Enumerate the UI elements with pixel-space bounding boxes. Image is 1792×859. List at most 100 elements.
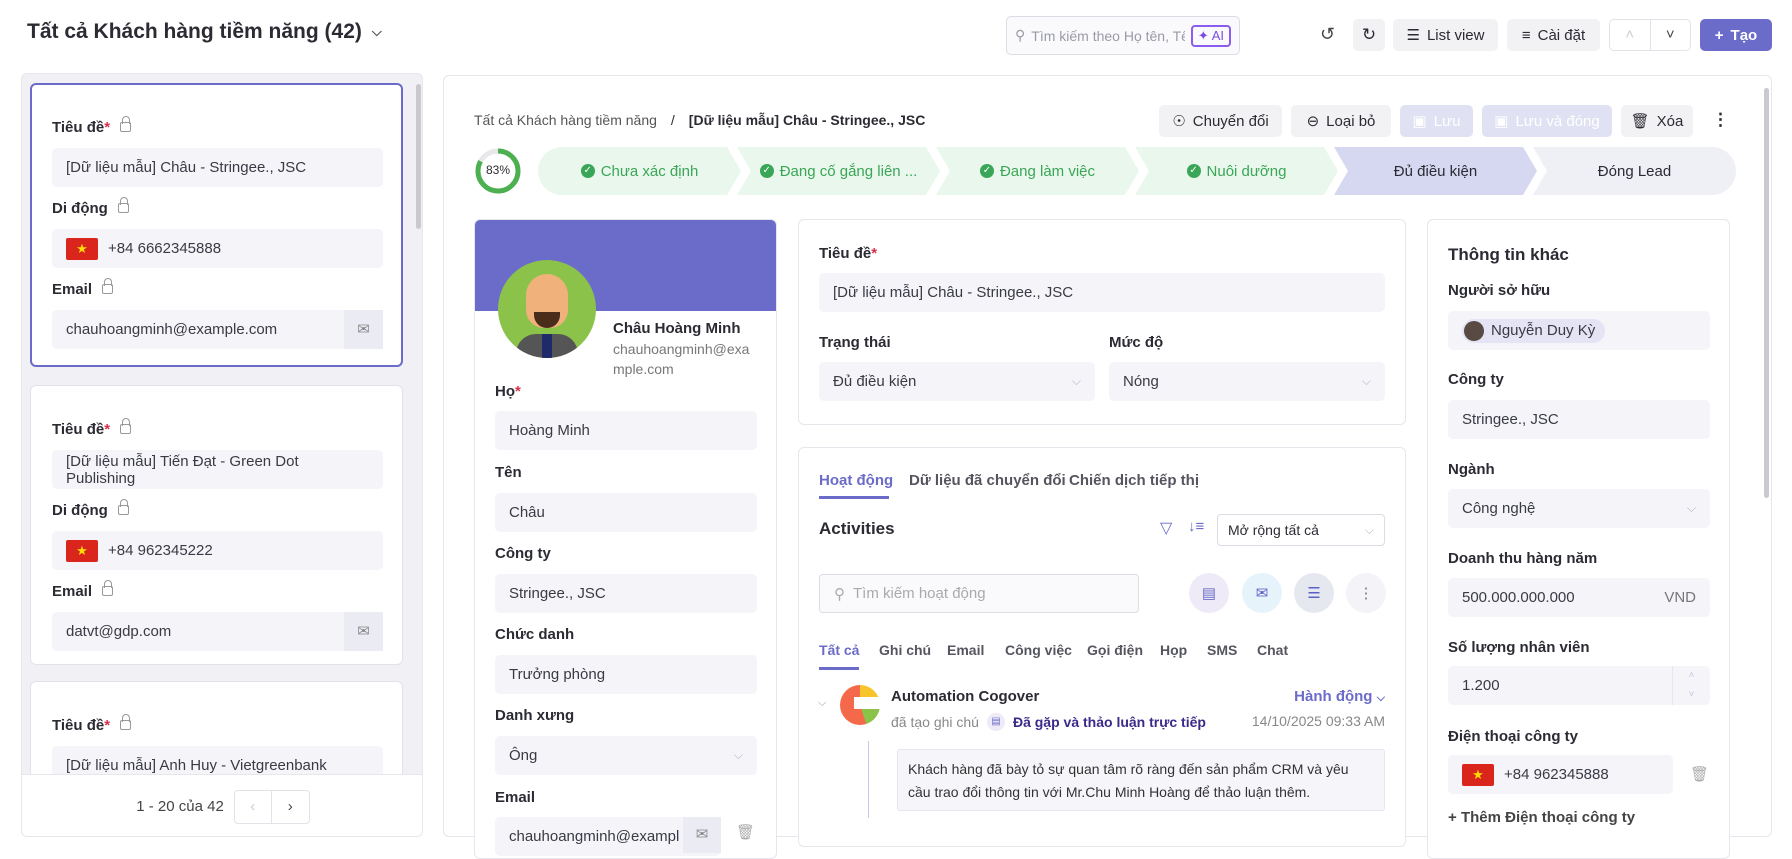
target-icon: ☉ bbox=[1172, 113, 1186, 130]
stage-label: Nuôi dưỡng bbox=[1206, 162, 1287, 180]
employees-stepper[interactable]: 1.200 ˄ ˅ bbox=[1448, 666, 1710, 705]
stage-step[interactable]: ✓ Đang cố gắng liên ... bbox=[737, 147, 940, 195]
add-email-button[interactable]: ✉ bbox=[1242, 573, 1282, 613]
activity-filter-tab[interactable]: Gọi điện bbox=[1087, 642, 1143, 658]
lead-title-field[interactable]: [Dữ liệu mẫu] Tiến Đạt - Green Dot Publi… bbox=[52, 450, 383, 489]
status-select[interactable]: Đủ điều kiện ⌵ bbox=[819, 362, 1095, 401]
save-icon: ▣ bbox=[1412, 113, 1427, 130]
add-company-phone-button[interactable]: + Thêm Điện thoại công ty bbox=[1448, 809, 1636, 826]
profile-email-line2: mple.com bbox=[613, 361, 674, 377]
progress-label: 83% bbox=[485, 163, 511, 177]
activity-filter-tab[interactable]: Chat bbox=[1257, 642, 1289, 658]
more-icon[interactable]: ⋮ bbox=[1712, 110, 1729, 129]
activity-filter-tab[interactable]: Email bbox=[947, 642, 985, 658]
stage-step[interactable]: Đóng Lead bbox=[1533, 147, 1736, 195]
company-field[interactable]: Stringee., JSC bbox=[495, 574, 757, 613]
send-email-icon[interactable]: ✉ bbox=[344, 310, 383, 349]
stage-label: Đủ điều kiện bbox=[1393, 162, 1478, 180]
level-select[interactable]: Nóng ⌵ bbox=[1109, 362, 1385, 401]
stage-step[interactable]: Đủ điều kiện bbox=[1334, 147, 1537, 195]
stepper-buttons[interactable]: ˄ ˅ bbox=[1672, 666, 1710, 705]
trash-icon: 🗑 bbox=[1630, 113, 1650, 130]
add-task-button[interactable]: ☰ bbox=[1294, 573, 1334, 613]
convert-button[interactable]: ☉ Chuyển đổi bbox=[1159, 105, 1282, 137]
lead-mobile-field[interactable]: ★ +84 6662345888 bbox=[52, 229, 383, 268]
other-company-field[interactable]: Stringee., JSC bbox=[1448, 400, 1710, 439]
list-scrollbar[interactable] bbox=[416, 84, 421, 229]
lead-email-field[interactable]: chauhoangminh@example.com bbox=[52, 310, 383, 349]
record-nav: ˄ ˅ bbox=[1609, 19, 1691, 51]
stage-step[interactable]: ✓ Đang làm việc bbox=[936, 147, 1139, 195]
activity-time: 14/10/2025 09:33 AM bbox=[1251, 713, 1385, 729]
search-input[interactable]: ⚲ Tìm kiếm theo Họ tên, Tên họ... ✦ AI bbox=[1006, 16, 1240, 55]
industry-select[interactable]: Công nghệ ⌵ bbox=[1448, 489, 1710, 528]
prev-record-button[interactable]: ˄ bbox=[1610, 20, 1651, 50]
lead-title-label: Tiêu đề* bbox=[52, 714, 132, 734]
trash-icon[interactable]: 🗑 bbox=[736, 824, 756, 841]
create-button[interactable]: + Tạo bbox=[1700, 19, 1772, 51]
tab-activity[interactable]: Hoạt động bbox=[819, 472, 894, 489]
lead-email-field[interactable]: datvt@gdp.com bbox=[52, 612, 383, 651]
sort-icon[interactable]: ↓≡ bbox=[1188, 518, 1205, 535]
ai-label: AI bbox=[1211, 27, 1224, 43]
title-field[interactable]: [Dữ liệu mẫu] Châu - Stringee., JSC bbox=[819, 273, 1385, 312]
prev-page-button[interactable]: ‹ bbox=[235, 790, 272, 823]
lead-title-field[interactable]: [Dữ liệu mẫu] Châu - Stringee., JSC bbox=[52, 148, 383, 187]
activity-filter-tab[interactable]: Ghi chú bbox=[879, 642, 932, 658]
plus-icon: + bbox=[1448, 809, 1461, 826]
lock-icon bbox=[102, 580, 114, 596]
save-close-button[interactable]: ▣ Lưu và đóng bbox=[1482, 105, 1612, 137]
activity-subject-link[interactable]: Đã gặp và thảo luận trực tiếp bbox=[1012, 714, 1206, 730]
owner-chip[interactable]: Nguyễn Duy Kỳ bbox=[1462, 318, 1606, 343]
activity-filter-tab[interactable]: Họp bbox=[1160, 642, 1188, 658]
activity-note: Khách hàng đã bày tỏ sự quan tâm rõ ràng… bbox=[897, 749, 1385, 811]
activity-search-input[interactable]: ⚲ Tìm kiếm hoạt động bbox=[819, 574, 1139, 613]
last-name-field[interactable]: Hoàng Minh bbox=[495, 411, 757, 450]
first-name-field[interactable]: Châu bbox=[495, 493, 757, 532]
first-name-label: Tên bbox=[495, 464, 522, 481]
save-button[interactable]: ▣ Lưu bbox=[1400, 105, 1473, 137]
stage-step[interactable]: ✓ Chưa xác định bbox=[538, 147, 741, 195]
activity-filter-tab[interactable]: Công việc bbox=[1005, 642, 1072, 658]
next-record-button[interactable]: ˅ bbox=[1665, 26, 1675, 43]
next-page-button[interactable]: › bbox=[287, 797, 293, 815]
filter-icon[interactable]: ▽ bbox=[1160, 520, 1173, 537]
minus-circle-icon: ⊖ bbox=[1306, 113, 1320, 130]
activity-filter-tab[interactable]: SMS bbox=[1207, 642, 1238, 658]
page-title[interactable]: Tất cả Khách hàng tiềm năng (42) ⌵ bbox=[27, 20, 382, 44]
discard-button[interactable]: ⊖ Loại bỏ bbox=[1291, 105, 1391, 137]
check-circle-icon: ✓ bbox=[581, 164, 595, 178]
add-note-button[interactable]: ▤ bbox=[1189, 573, 1229, 613]
chevron-down-icon: ⌵ bbox=[1071, 374, 1081, 388]
delete-button[interactable]: 🗑 Xóa bbox=[1621, 105, 1693, 137]
stage-step[interactable]: ✓ Nuôi dưỡng bbox=[1135, 147, 1338, 195]
profile-email-line1: chauhoangminh@exa bbox=[613, 341, 750, 357]
tab-campaigns[interactable]: Chiến dịch tiếp thị bbox=[1069, 472, 1199, 489]
more-actions-button[interactable]: ⋮ bbox=[1346, 573, 1386, 613]
position-field[interactable]: Trưởng phòng bbox=[495, 655, 757, 694]
expand-select[interactable]: Mở rộng tất cả ⌵ bbox=[1217, 514, 1385, 546]
stage-label: Chưa xác định bbox=[600, 162, 699, 180]
ai-button[interactable]: ✦ AI bbox=[1190, 24, 1231, 47]
activity-action-menu[interactable]: Hành động ⌵ bbox=[1294, 688, 1385, 705]
lead-mobile-field[interactable]: ★ +84 962345222 bbox=[52, 531, 383, 570]
refresh-button[interactable]: ↻ bbox=[1353, 19, 1385, 51]
timeline-line bbox=[868, 741, 869, 818]
settings-button[interactable]: ≡ Cài đặt bbox=[1507, 19, 1600, 51]
tab-converted-data[interactable]: Dữ liệu đã chuyển đổi bbox=[909, 472, 1066, 489]
revenue-field[interactable]: 500.000.000.000 VND bbox=[1448, 578, 1710, 617]
company-phone-field[interactable]: ★ +84 962345888 bbox=[1448, 755, 1673, 794]
chevron-down-icon: ⌵ bbox=[733, 748, 743, 762]
detail-scrollbar[interactable] bbox=[1764, 88, 1769, 498]
salutation-select[interactable]: Ông ⌵ bbox=[495, 736, 757, 775]
send-email-icon[interactable]: ✉ bbox=[344, 612, 383, 651]
save-icon: ▣ bbox=[1494, 113, 1509, 130]
send-email-icon[interactable]: ✉ bbox=[683, 817, 721, 853]
list-view-button[interactable]: ☰ List view bbox=[1393, 19, 1498, 51]
collapse-chevron-icon[interactable]: ⌵ bbox=[818, 697, 827, 709]
owner-field[interactable]: Nguyễn Duy Kỳ bbox=[1448, 311, 1710, 350]
trash-icon[interactable]: 🗑 bbox=[1690, 766, 1710, 783]
activity-filter-tab[interactable]: Tất cả bbox=[819, 642, 860, 658]
breadcrumb-parent[interactable]: Tất cả Khách hàng tiềm năng bbox=[474, 112, 657, 128]
undo-icon[interactable]: ↺ bbox=[1320, 24, 1336, 44]
